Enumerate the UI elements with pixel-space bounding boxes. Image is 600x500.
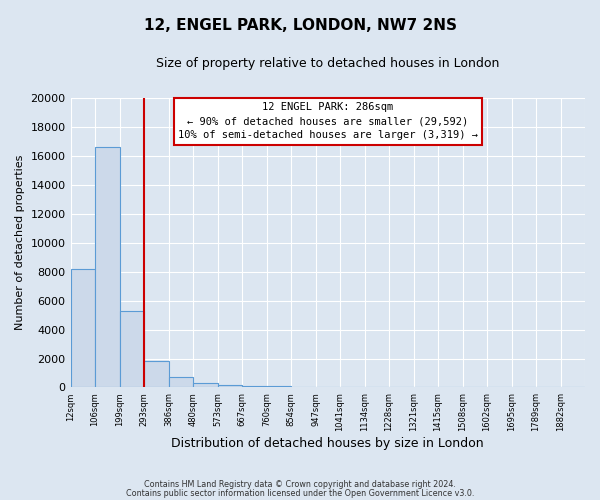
Bar — [144, 360, 169, 388]
Bar — [71, 269, 95, 388]
Bar — [95, 148, 119, 388]
Bar — [119, 311, 144, 388]
X-axis label: Distribution of detached houses by size in London: Distribution of detached houses by size … — [172, 437, 484, 450]
Title: Size of property relative to detached houses in London: Size of property relative to detached ho… — [156, 58, 499, 70]
Bar — [266, 386, 291, 388]
Bar — [242, 386, 266, 388]
Bar — [193, 383, 218, 388]
Text: Contains public sector information licensed under the Open Government Licence v3: Contains public sector information licen… — [126, 489, 474, 498]
Bar — [169, 376, 193, 388]
Text: 12, ENGEL PARK, LONDON, NW7 2NS: 12, ENGEL PARK, LONDON, NW7 2NS — [143, 18, 457, 32]
Text: 12 ENGEL PARK: 286sqm
← 90% of detached houses are smaller (29,592)
10% of semi-: 12 ENGEL PARK: 286sqm ← 90% of detached … — [178, 102, 478, 141]
Text: Contains HM Land Registry data © Crown copyright and database right 2024.: Contains HM Land Registry data © Crown c… — [144, 480, 456, 489]
Y-axis label: Number of detached properties: Number of detached properties — [15, 155, 25, 330]
Bar — [218, 385, 242, 388]
